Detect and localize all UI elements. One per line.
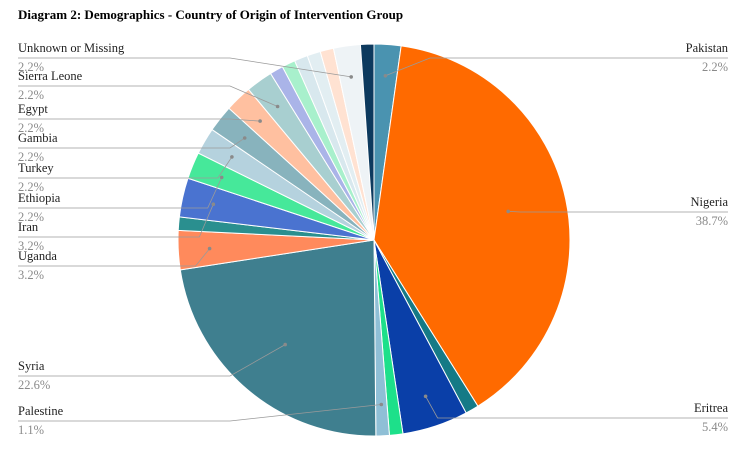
callout-label-iran: Iran [18,220,39,234]
callout-value-syria: 22.6% [18,378,50,392]
callout-line-egypt [18,118,261,122]
callout-labels: Pakistan 2.2% Nigeria 38.7% Eritrea 5.4% Pales… [18,41,729,437]
callout-dot-turkey [230,155,234,159]
callout-line-syria [18,344,286,377]
callout-value-gambia: 2.2% [18,150,44,164]
pie-slice [359,43,375,241]
callout-dot-egypt [258,119,262,123]
callout-line-palestine [18,404,382,422]
callout-dot-pakistan [383,74,388,78]
callout-label-ethiopia: Ethiopia [18,191,61,205]
callout-label-egypt: Egypt [18,102,48,116]
callout-label-palestine: Palestine [18,404,64,418]
callout-value-palestine: 1.1% [18,423,44,437]
callout-dot-uganda [207,246,212,251]
callout-label-uganda: Uganda [18,249,57,263]
callout-value-eritrea: 5.4% [702,420,728,434]
callout-label-gambia: Gambia [18,131,58,145]
callout-dot-nigeria [506,209,511,214]
callout-value-pakistan: 2.2% [702,60,728,74]
callout-dot-eritrea [423,394,428,399]
callout-value-nigeria: 38.7% [696,214,728,228]
callout-dot-palestine [379,402,384,407]
callout-value-ethiopia: 2.2% [18,210,44,224]
callout-label-pakistan: Pakistan [686,41,729,55]
callout-label-unknown-or-missing: Unknown or Missing [18,41,125,55]
callout-dot-sierra-leone [275,104,280,109]
callout-dot-iran [211,202,216,206]
callout-line-unknown-or-missing [18,57,352,78]
pie-slice-nigeria [373,45,571,407]
callout-lines [18,57,728,422]
callout-line-iran [18,204,214,238]
callout-line-gambia [18,137,245,149]
callout-label-nigeria: Nigeria [691,195,729,209]
callout-dot-unknown-or-missing [349,75,354,79]
callout-value-egypt: 2.2% [18,121,44,135]
callout-value-uganda: 3.2% [18,268,44,282]
pie-slices [177,43,571,437]
callout-value-iran: 3.2% [18,239,44,253]
callout-label-turkey: Turkey [18,161,54,175]
callout-value-sierra-leone: 2.2% [18,88,44,102]
callout-line-nigeria [508,211,728,213]
callout-value-turkey: 2.2% [18,180,44,194]
callout-value-unknown-or-missing: 2.2% [18,60,44,74]
chart-title: Diagram 2: Demographics - Country of Ori… [18,7,404,22]
callout-dot-gambia [242,136,247,140]
callout-line-pakistan [385,57,728,77]
callout-label-eritrea: Eritrea [694,401,728,415]
callout-dot-ethiopia [219,175,224,180]
callout-line-sierra-leone [18,85,278,107]
callout-label-syria: Syria [18,359,45,373]
pie-slice-syria [179,239,377,437]
callout-line-uganda [18,248,210,267]
callout-dot-syria [283,342,288,347]
callout-line-eritrea [425,396,728,419]
callout-line-turkey [18,156,233,179]
callout-label-sierra-leone: Sierra Leone [18,69,83,83]
callout-line-ethiopia [18,177,223,209]
